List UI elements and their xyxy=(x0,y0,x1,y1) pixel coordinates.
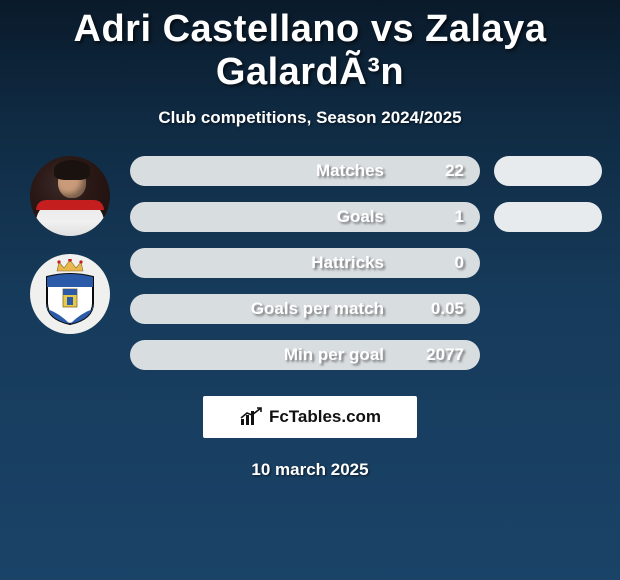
stat-value-left: 1 xyxy=(424,207,464,227)
shield-icon xyxy=(45,273,95,325)
stat-bar-left: Hattricks 0 xyxy=(130,248,480,278)
stat-value-left: 22 xyxy=(424,161,464,181)
stat-value-left: 2077 xyxy=(424,345,464,365)
credit-badge: FcTables.com xyxy=(203,396,417,438)
stat-bar-right xyxy=(494,294,602,324)
club-crest xyxy=(45,263,95,325)
credit-text: FcTables.com xyxy=(269,407,381,427)
stat-bar-right xyxy=(494,340,602,370)
stat-label: Matches xyxy=(146,161,384,181)
stat-row: Hattricks 0 xyxy=(130,248,602,278)
stat-bar-left: Goals per match 0.05 xyxy=(130,294,480,324)
club-avatar xyxy=(30,254,110,334)
stat-bar-right xyxy=(494,156,602,186)
stat-bar-right xyxy=(494,248,602,278)
stat-row: Goals per match 0.05 xyxy=(130,294,602,324)
stat-label: Goals per match xyxy=(146,299,384,319)
player-avatar xyxy=(30,156,110,236)
stats-column: Matches 22 Goals 1 Hattricks 0 Goals per… xyxy=(130,156,610,370)
stat-bar-left: Goals 1 xyxy=(130,202,480,232)
page-subtitle: Club competitions, Season 2024/2025 xyxy=(0,108,620,128)
crown-icon xyxy=(55,259,85,273)
stat-bar-left: Matches 22 xyxy=(130,156,480,186)
player-hair xyxy=(54,160,90,180)
stat-value-left: 0 xyxy=(424,253,464,273)
stat-label: Goals xyxy=(146,207,384,227)
stat-row: Matches 22 xyxy=(130,156,602,186)
content-area: Matches 22 Goals 1 Hattricks 0 Goals per… xyxy=(0,156,620,370)
date-text: 10 march 2025 xyxy=(0,460,620,480)
stat-bar-right xyxy=(494,202,602,232)
stat-row: Min per goal 2077 xyxy=(130,340,602,370)
stat-label: Hattricks xyxy=(146,253,384,273)
stat-label: Min per goal xyxy=(146,345,384,365)
stat-value-left: 0.05 xyxy=(424,299,464,319)
stat-bar-left: Min per goal 2077 xyxy=(130,340,480,370)
avatars-column xyxy=(10,156,130,370)
chart-icon xyxy=(239,407,263,427)
stat-row: Goals 1 xyxy=(130,202,602,232)
page-title: Adri Castellano vs Zalaya GalardÃ³n xyxy=(0,0,620,94)
player-collar xyxy=(36,200,104,210)
